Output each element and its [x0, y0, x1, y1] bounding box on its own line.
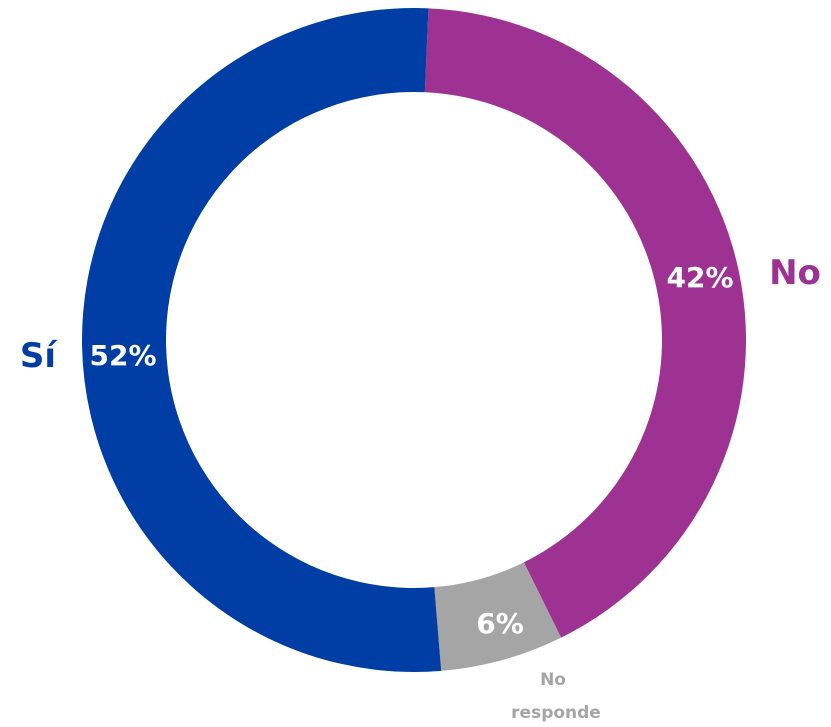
donut-slices [81, 8, 746, 673]
category-label-no-responde: No responde [511, 670, 601, 723]
donut-slice-no [424, 8, 746, 638]
value-label-si: 52% [89, 339, 156, 372]
category-label-no: No [769, 253, 821, 293]
value-label-no: 42% [666, 261, 733, 294]
donut-slice-no-responde [434, 562, 562, 671]
value-label-no-responde: 6% [476, 607, 524, 640]
category-label-si: Sí [20, 336, 58, 376]
donut-slice-s- [81, 8, 442, 673]
